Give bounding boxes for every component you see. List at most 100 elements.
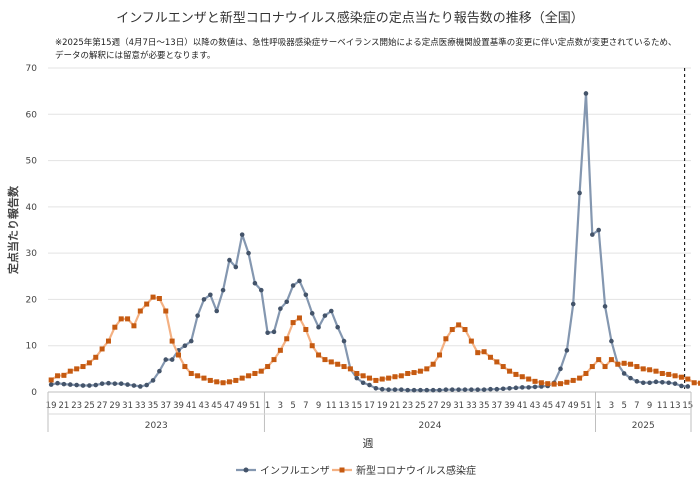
data-point bbox=[437, 387, 442, 393]
data-point bbox=[118, 381, 124, 386]
data-point bbox=[144, 301, 150, 307]
y-tick-label: 0 bbox=[31, 388, 37, 398]
data-point bbox=[621, 360, 627, 366]
gridlines bbox=[48, 67, 691, 393]
x-tick-label: 15 bbox=[351, 401, 362, 411]
data-point bbox=[449, 327, 455, 333]
data-point bbox=[386, 375, 392, 381]
data-point bbox=[74, 382, 79, 388]
year-label: 2024 bbox=[419, 421, 442, 431]
x-tick-label: 5 bbox=[290, 401, 295, 411]
x-tick-label: 51 bbox=[581, 401, 592, 411]
y-tick-label: 40 bbox=[26, 203, 38, 213]
data-point bbox=[354, 375, 360, 381]
data-point bbox=[411, 370, 417, 376]
data-point bbox=[131, 383, 137, 388]
x-tick-label: 1 bbox=[265, 401, 270, 411]
data-point bbox=[271, 329, 277, 335]
data-point bbox=[138, 384, 143, 389]
data-point bbox=[125, 382, 130, 387]
data-point bbox=[265, 330, 270, 336]
data-point bbox=[112, 324, 118, 330]
data-point bbox=[93, 382, 99, 388]
y-tick-label: 60 bbox=[26, 110, 38, 120]
data-point bbox=[284, 336, 290, 342]
x-tick-label: 33 bbox=[466, 401, 477, 411]
data-point bbox=[532, 378, 538, 384]
chart-note: ※2025年第15週（4月7日～13日）以降の数値は、急性呼吸器感染症サーベイラ… bbox=[55, 38, 677, 61]
data-point bbox=[640, 380, 646, 386]
x-tick-label: 47 bbox=[224, 401, 235, 411]
data-point bbox=[239, 375, 245, 381]
data-point bbox=[367, 375, 372, 381]
data-point bbox=[532, 384, 538, 390]
x-tick-label: 37 bbox=[491, 401, 502, 411]
data-point bbox=[628, 361, 634, 367]
data-point bbox=[201, 375, 207, 381]
x-tick-label: 43 bbox=[199, 401, 210, 411]
data-point bbox=[469, 387, 474, 392]
y-axis-label: 定点当たり報告数 bbox=[6, 185, 20, 274]
data-point bbox=[373, 377, 379, 383]
data-point bbox=[86, 360, 92, 366]
data-point bbox=[341, 364, 347, 370]
data-point bbox=[169, 338, 175, 344]
x-tick-label: 9 bbox=[647, 401, 652, 411]
data-point bbox=[609, 338, 614, 344]
x-tick-label: 23 bbox=[402, 401, 413, 411]
data-point bbox=[367, 382, 372, 388]
x-tick-label: 29 bbox=[109, 401, 120, 411]
x-tick-label: 13 bbox=[670, 401, 681, 411]
x-tick-label: 27 bbox=[97, 401, 108, 411]
data-point bbox=[526, 376, 532, 382]
data-point bbox=[233, 264, 239, 270]
data-point bbox=[265, 364, 271, 370]
year-label: 2025 bbox=[632, 421, 655, 431]
y-tick-label: 20 bbox=[26, 295, 38, 305]
data-point bbox=[430, 361, 436, 367]
data-point bbox=[456, 322, 462, 328]
data-point bbox=[659, 370, 665, 376]
data-point bbox=[93, 354, 99, 360]
data-point bbox=[672, 373, 678, 379]
x-tick-label: 21 bbox=[59, 401, 70, 411]
y-tick-label: 70 bbox=[26, 64, 38, 74]
data-point bbox=[354, 370, 360, 376]
data-point bbox=[475, 387, 481, 392]
data-point bbox=[226, 379, 232, 385]
data-point bbox=[112, 381, 118, 386]
data-point bbox=[392, 374, 398, 380]
x-tick-label: 49 bbox=[237, 401, 248, 411]
data-point bbox=[424, 387, 430, 393]
data-point bbox=[666, 371, 672, 377]
data-point bbox=[208, 292, 213, 298]
data-point bbox=[322, 357, 328, 363]
data-point bbox=[48, 382, 54, 387]
data-point bbox=[335, 361, 341, 367]
x-tick-label: 35 bbox=[479, 401, 490, 411]
y-tick-label: 50 bbox=[26, 157, 38, 167]
data-point bbox=[430, 387, 436, 393]
data-point bbox=[424, 366, 430, 372]
x-tick-label: 37 bbox=[160, 401, 171, 411]
data-point bbox=[296, 315, 302, 321]
data-point bbox=[602, 364, 608, 370]
data-point bbox=[583, 370, 589, 376]
x-tick-label: 1 bbox=[596, 401, 601, 411]
x-tick-label: 35 bbox=[148, 401, 159, 411]
data-point bbox=[316, 352, 322, 358]
data-point bbox=[653, 379, 659, 385]
data-point bbox=[583, 91, 589, 96]
data-point bbox=[156, 296, 162, 302]
x-tick-label: 45 bbox=[542, 401, 553, 411]
x-tick-label: 7 bbox=[303, 401, 308, 411]
y-tick-label: 30 bbox=[26, 249, 38, 259]
data-point bbox=[398, 373, 404, 379]
data-point bbox=[201, 297, 207, 302]
legend-label: 新型コロナウイルス感染症 bbox=[356, 464, 476, 477]
data-point bbox=[513, 385, 519, 391]
data-point bbox=[379, 386, 385, 392]
data-point bbox=[691, 380, 697, 386]
data-point bbox=[150, 294, 156, 300]
